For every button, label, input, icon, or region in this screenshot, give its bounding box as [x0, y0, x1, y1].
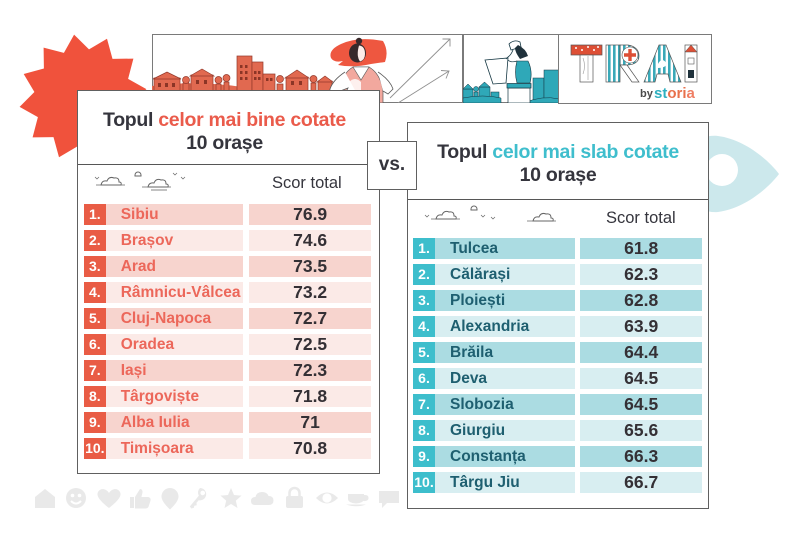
svg-text:storia: storia — [654, 85, 696, 102]
svg-text:by: by — [640, 88, 654, 100]
